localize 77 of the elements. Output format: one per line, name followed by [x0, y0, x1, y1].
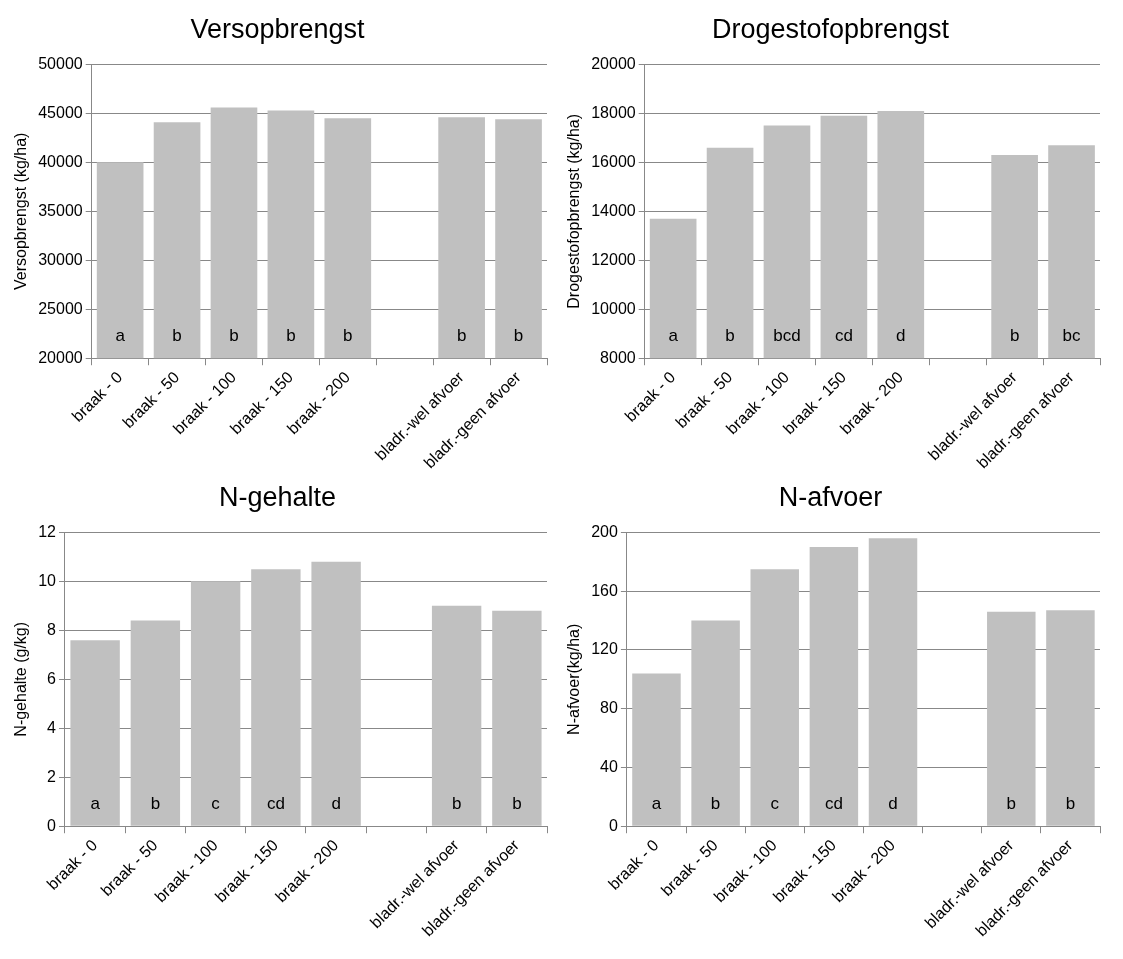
y-tick-label: 10000 — [591, 299, 636, 317]
annotation: cd — [266, 793, 285, 813]
annotation: bc — [1062, 325, 1082, 345]
bar — [691, 620, 740, 826]
y-axis-title: Versopbrengst (kg/ha) — [12, 132, 30, 291]
annotation: b — [1065, 793, 1076, 813]
y-tick-label: 40000 — [38, 152, 83, 170]
y-tick-label: 0 — [47, 816, 57, 834]
annotation: a — [115, 325, 126, 345]
bar — [130, 620, 181, 826]
y-tick-label: 0 — [608, 816, 618, 834]
annotation: b — [343, 325, 353, 345]
y-tick-label: 80 — [600, 699, 618, 717]
bar — [492, 610, 542, 826]
chart-title: Versopbrengst — [190, 13, 366, 44]
y-tick-label: 16000 — [591, 152, 636, 170]
annotation: a — [90, 793, 101, 813]
annotation: b — [513, 325, 524, 345]
y-tick-label: 8 — [47, 620, 57, 638]
y-tick-label: 10 — [38, 571, 57, 589]
annotation: b — [1009, 325, 1020, 345]
y-tick-label: 20000 — [591, 54, 636, 72]
chart-title: N-afvoer — [778, 481, 883, 512]
annotation: c — [770, 793, 780, 813]
y-tick-label: 8000 — [600, 348, 636, 366]
y-tick-label: 40 — [600, 757, 618, 775]
bar — [70, 640, 120, 826]
y-axis-title: N-afvoer(kg/ha) — [565, 623, 583, 735]
chart-title: N-gehalte — [218, 481, 337, 512]
chart-title: Drogestofopbrengst — [711, 13, 950, 44]
y-tick-label: 14000 — [591, 201, 636, 219]
y-axis-title: N-gehalte (g/kg) — [12, 621, 30, 737]
annotation: c — [211, 793, 221, 813]
annotation: b — [229, 325, 239, 345]
annotation: b — [1006, 793, 1017, 813]
bar — [190, 581, 241, 826]
bar — [868, 538, 918, 826]
annotation: b — [710, 793, 721, 813]
annotation: d — [896, 325, 906, 345]
annotation: b — [172, 325, 182, 345]
bar — [1046, 610, 1095, 826]
y-tick-label: 160 — [591, 581, 618, 599]
y-tick-label: 6 — [47, 669, 57, 687]
bar — [431, 605, 482, 826]
annotation: a — [668, 325, 679, 345]
bar — [987, 611, 1036, 826]
y-tick-label: 45000 — [38, 103, 83, 121]
bar — [251, 569, 301, 826]
bar — [632, 673, 681, 826]
y-tick-label: 35000 — [38, 201, 83, 219]
annotation: b — [456, 325, 467, 345]
y-tick-label: 25000 — [38, 299, 83, 317]
y-axis-title: Drogestofopbrengst (kg/ha) — [565, 113, 583, 309]
annotation: b — [286, 325, 296, 345]
y-tick-label: 50000 — [38, 54, 83, 72]
annotation: b — [451, 793, 462, 813]
y-tick-label: 20000 — [38, 348, 83, 366]
y-tick-label: 12 — [38, 522, 57, 540]
bar — [809, 547, 859, 826]
annotation: b — [150, 793, 161, 813]
y-tick-label: 4 — [47, 718, 57, 736]
annotation: d — [888, 793, 898, 813]
annotation: cd — [834, 325, 853, 345]
annotation: d — [331, 793, 341, 813]
bar — [311, 561, 361, 826]
y-tick-label: 2 — [47, 767, 57, 785]
y-tick-label: 200 — [591, 522, 618, 540]
bar — [750, 569, 799, 826]
annotation: a — [651, 793, 662, 813]
annotation: bcd — [773, 325, 801, 345]
y-tick-label: 30000 — [38, 250, 83, 268]
annotation: b — [512, 793, 522, 813]
y-tick-label: 120 — [591, 640, 618, 658]
y-tick-label: 12000 — [591, 250, 636, 268]
annotation: b — [725, 325, 735, 345]
annotation: cd — [824, 793, 843, 813]
y-tick-label: 18000 — [591, 103, 636, 121]
